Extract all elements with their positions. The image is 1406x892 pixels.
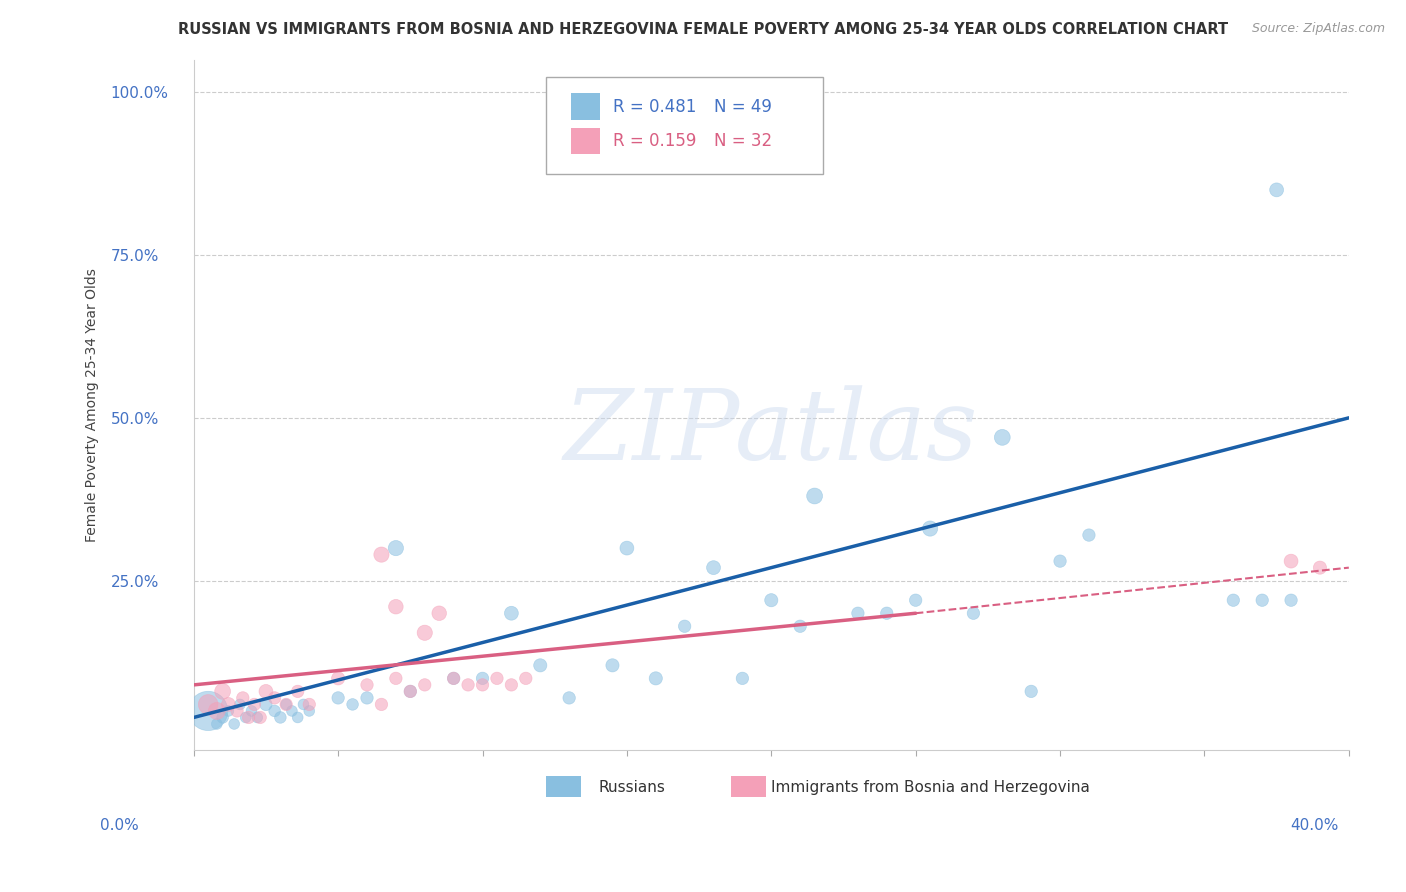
Point <box>298 698 321 712</box>
FancyBboxPatch shape <box>731 776 765 797</box>
Point <box>342 698 364 712</box>
Point <box>1019 684 1042 698</box>
FancyBboxPatch shape <box>546 776 581 797</box>
Point <box>904 593 927 607</box>
Point <box>211 684 233 698</box>
Point <box>471 672 494 686</box>
Point <box>254 698 277 712</box>
Point <box>1049 554 1071 568</box>
Point <box>1309 560 1331 574</box>
Point <box>217 704 239 718</box>
Point <box>616 541 638 555</box>
Point <box>803 489 825 503</box>
Point <box>205 717 228 731</box>
Text: R = 0.481: R = 0.481 <box>613 97 696 116</box>
FancyBboxPatch shape <box>571 128 600 154</box>
Point <box>962 606 984 620</box>
Text: Russians: Russians <box>598 780 665 796</box>
Point <box>602 658 624 673</box>
Point <box>443 672 465 686</box>
Point <box>197 698 219 712</box>
Point <box>235 710 257 724</box>
Point <box>217 698 239 712</box>
Point <box>211 710 233 724</box>
Point <box>529 658 551 673</box>
Point <box>485 672 508 686</box>
Point <box>385 672 408 686</box>
Point <box>702 560 724 574</box>
Point <box>240 704 263 718</box>
Point <box>1222 593 1244 607</box>
Point <box>731 672 754 686</box>
Point <box>205 704 228 718</box>
Point <box>876 606 898 620</box>
Point <box>558 690 581 705</box>
Point <box>197 704 219 718</box>
FancyBboxPatch shape <box>546 77 824 174</box>
Point <box>471 678 494 692</box>
Text: Immigrants from Bosnia and Herzegovina: Immigrants from Bosnia and Herzegovina <box>772 780 1090 796</box>
Point <box>846 606 869 620</box>
Point <box>1279 554 1302 568</box>
Point <box>254 684 277 698</box>
Point <box>263 704 285 718</box>
Point <box>413 625 436 640</box>
Point <box>224 717 246 731</box>
Text: 40.0%: 40.0% <box>1291 818 1339 832</box>
Point <box>1251 593 1274 607</box>
Text: R = 0.159: R = 0.159 <box>613 132 696 150</box>
Point <box>243 698 266 712</box>
Point <box>356 690 378 705</box>
Point <box>515 672 537 686</box>
Point <box>761 593 783 607</box>
Point <box>443 672 465 686</box>
Point <box>920 522 942 536</box>
Point <box>789 619 811 633</box>
Point <box>457 678 479 692</box>
Point <box>246 710 269 724</box>
Point <box>370 548 392 562</box>
Point <box>644 672 666 686</box>
Point <box>292 698 315 712</box>
Point <box>263 690 285 705</box>
Point <box>385 599 408 614</box>
Point <box>427 606 450 620</box>
Point <box>276 698 298 712</box>
Point <box>276 698 298 712</box>
Point <box>269 710 291 724</box>
Point <box>1279 593 1302 607</box>
Point <box>385 541 408 555</box>
Point <box>1265 183 1288 197</box>
Point <box>229 698 252 712</box>
Point <box>326 672 349 686</box>
Text: ZIPatlas: ZIPatlas <box>564 384 979 480</box>
Point <box>413 678 436 692</box>
Text: Source: ZipAtlas.com: Source: ZipAtlas.com <box>1251 22 1385 36</box>
Point <box>298 704 321 718</box>
Point <box>501 678 523 692</box>
Point <box>370 698 392 712</box>
Point <box>287 684 309 698</box>
Point <box>356 678 378 692</box>
Point <box>238 710 260 724</box>
Point <box>501 606 523 620</box>
Text: N = 32: N = 32 <box>713 132 772 150</box>
Point <box>673 619 696 633</box>
Point <box>326 690 349 705</box>
Point <box>399 684 422 698</box>
Point <box>991 430 1014 444</box>
Text: N = 49: N = 49 <box>713 97 772 116</box>
Point <box>1077 528 1099 542</box>
Point <box>281 704 304 718</box>
Point <box>232 690 254 705</box>
Point <box>399 684 422 698</box>
FancyBboxPatch shape <box>571 94 600 120</box>
Point <box>249 710 271 724</box>
Point <box>226 704 249 718</box>
Text: RUSSIAN VS IMMIGRANTS FROM BOSNIA AND HERZEGOVINA FEMALE POVERTY AMONG 25-34 YEA: RUSSIAN VS IMMIGRANTS FROM BOSNIA AND HE… <box>179 22 1227 37</box>
Y-axis label: Female Poverty Among 25-34 Year Olds: Female Poverty Among 25-34 Year Olds <box>86 268 100 541</box>
Point <box>287 710 309 724</box>
Text: 0.0%: 0.0% <box>100 818 139 832</box>
